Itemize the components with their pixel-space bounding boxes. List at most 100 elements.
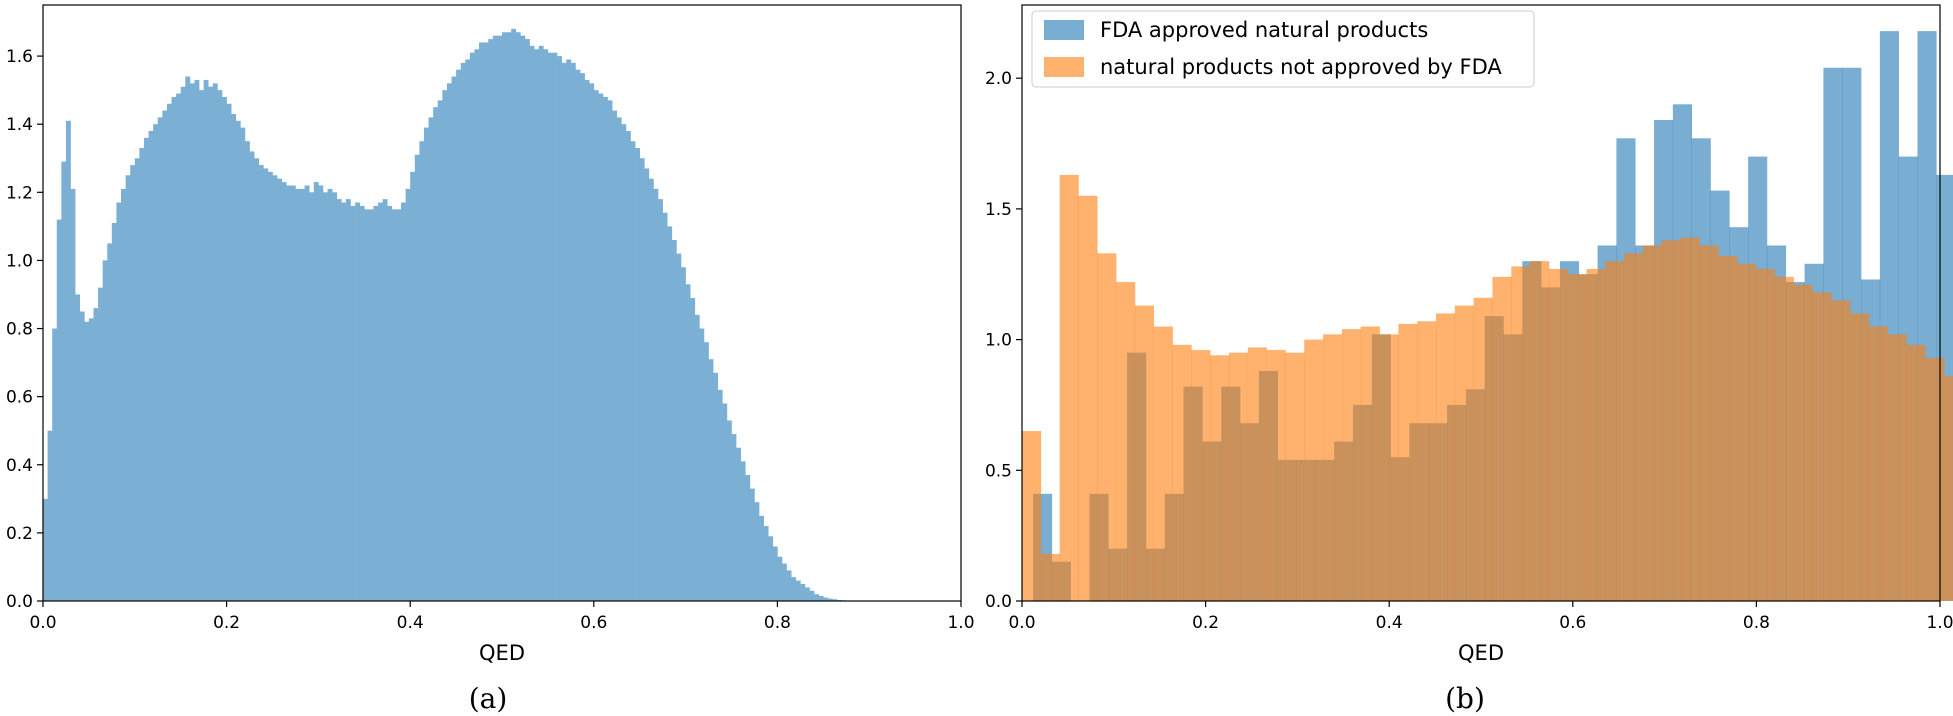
histogram-bar <box>474 49 480 601</box>
histogram-bar <box>290 185 296 601</box>
y-tick-label: 0.4 <box>6 456 33 476</box>
x-tick-label: 0.8 <box>1743 613 1770 633</box>
histogram-bar <box>575 69 581 601</box>
histogram-bar <box>465 59 471 602</box>
histogram-bar <box>726 420 732 601</box>
histogram-bar <box>1548 269 1569 601</box>
histogram-bar <box>593 90 599 601</box>
histogram-bar <box>827 598 833 601</box>
histogram-bar <box>75 294 81 601</box>
histogram-bar <box>116 202 122 601</box>
histogram-bar <box>1398 323 1418 601</box>
legend-label-fda-approved: FDA approved natural products <box>1100 18 1428 42</box>
x-tick-label: 0.4 <box>1376 613 1403 633</box>
histogram-bar <box>199 90 204 601</box>
histogram-bar <box>763 526 769 601</box>
histogram-bar <box>1511 266 1531 601</box>
histogram-bar <box>708 359 714 601</box>
y-tick-label: 1.5 <box>985 200 1012 220</box>
histogram-bar <box>690 297 696 601</box>
histogram-bar <box>800 583 806 601</box>
x-tick-label: 0.0 <box>29 613 56 633</box>
histogram-bar <box>832 599 838 601</box>
histogram-bar <box>759 515 764 601</box>
histogram-bar <box>745 474 751 601</box>
y-tick-label: 0.0 <box>985 592 1012 612</box>
histogram-bar <box>171 96 177 601</box>
histogram-bar <box>359 205 365 601</box>
histogram-bar <box>410 171 416 601</box>
histogram-bar <box>694 314 700 601</box>
histogram-bars-b <box>1022 31 1953 602</box>
histogram-bar <box>1229 352 1249 601</box>
histogram-panel-a: 0.0 0.2 0.4 0.6 0.8 1.0 0.0 0.2 0.4 0.6 0.8 1.0 1.2… <box>6 4 975 715</box>
histogram-bar <box>350 205 356 601</box>
histogram-bar <box>703 342 709 601</box>
histogram-bar <box>1831 300 1851 601</box>
histogram-bar <box>43 498 48 601</box>
legend: FDA approved natural products natural pr… <box>1031 10 1535 88</box>
histogram-bar <box>1417 321 1437 601</box>
histogram-bar <box>414 154 420 601</box>
y-tick-label: 1.0 <box>985 331 1012 351</box>
histogram-bar <box>566 59 572 602</box>
histogram-bar <box>419 141 425 602</box>
histogram-bar <box>781 563 787 601</box>
histogram-bar <box>1078 195 1098 601</box>
histogram-panel-b: 0.0 0.2 0.4 0.6 0.8 1.0 0.0 0.5 1.0 1.5 2.0 QED (… <box>985 4 1953 715</box>
y-tick-label: 0.6 <box>6 388 33 408</box>
panel-caption-a: (a) <box>469 682 508 715</box>
histogram-bar <box>286 185 292 601</box>
x-ticks-a: 0.0 0.2 0.4 0.6 0.8 1.0 <box>29 601 975 633</box>
histogram-bar <box>1643 245 1663 602</box>
histogram-bar <box>1737 263 1757 601</box>
histogram-bar <box>194 79 200 602</box>
histogram-bar <box>1134 305 1155 601</box>
histogram-bar <box>226 103 232 602</box>
histogram-bar <box>598 93 604 602</box>
histogram-bar <box>1247 347 1267 601</box>
histogram-bar <box>658 199 663 601</box>
histogram-bar <box>722 403 728 601</box>
y-tick-label: 1.6 <box>6 47 33 67</box>
histogram-bar <box>387 205 393 601</box>
histogram-bar <box>368 209 374 601</box>
y-tick-label: 2.0 <box>985 69 1012 89</box>
histogram-bar <box>304 185 310 601</box>
histogram-bar <box>584 79 590 602</box>
histogram-bar <box>1022 431 1042 601</box>
histogram-bar <box>148 131 154 601</box>
histogram-bar <box>267 171 273 601</box>
histogram-bar <box>1436 313 1456 601</box>
y-tick-label: 1.4 <box>6 115 33 135</box>
histogram-bar <box>1586 269 1606 601</box>
histogram-bar <box>70 188 76 601</box>
histogram-bar <box>497 35 503 601</box>
histogram-bar <box>212 83 218 601</box>
histogram-bar <box>1755 269 1776 601</box>
histogram-bar <box>616 117 622 601</box>
histogram-bar <box>667 226 673 601</box>
histogram-bar <box>1906 344 1926 601</box>
histogram-bar <box>520 35 526 601</box>
histogram-bar <box>437 100 443 602</box>
histogram-bar <box>818 595 824 601</box>
histogram-bar <box>1341 329 1362 601</box>
histogram-bar <box>786 570 792 601</box>
x-tick-label: 0.4 <box>397 613 424 633</box>
histogram-bar <box>713 372 719 601</box>
histogram-bar <box>635 148 640 602</box>
histogram-bar <box>1323 334 1343 601</box>
histogram-bar <box>102 260 108 601</box>
histogram-bar <box>653 188 659 601</box>
histogram-bar <box>143 137 149 601</box>
histogram-bar <box>777 556 783 601</box>
histogram-bar <box>1925 357 1945 601</box>
histogram-bar <box>1530 261 1550 601</box>
histogram-bar <box>125 175 131 602</box>
histogram-bar <box>332 192 338 601</box>
histogram-bar <box>791 577 797 601</box>
x-axis-label-a: QED <box>479 641 525 665</box>
histogram-bar <box>364 209 370 601</box>
histogram-bar <box>483 42 489 601</box>
